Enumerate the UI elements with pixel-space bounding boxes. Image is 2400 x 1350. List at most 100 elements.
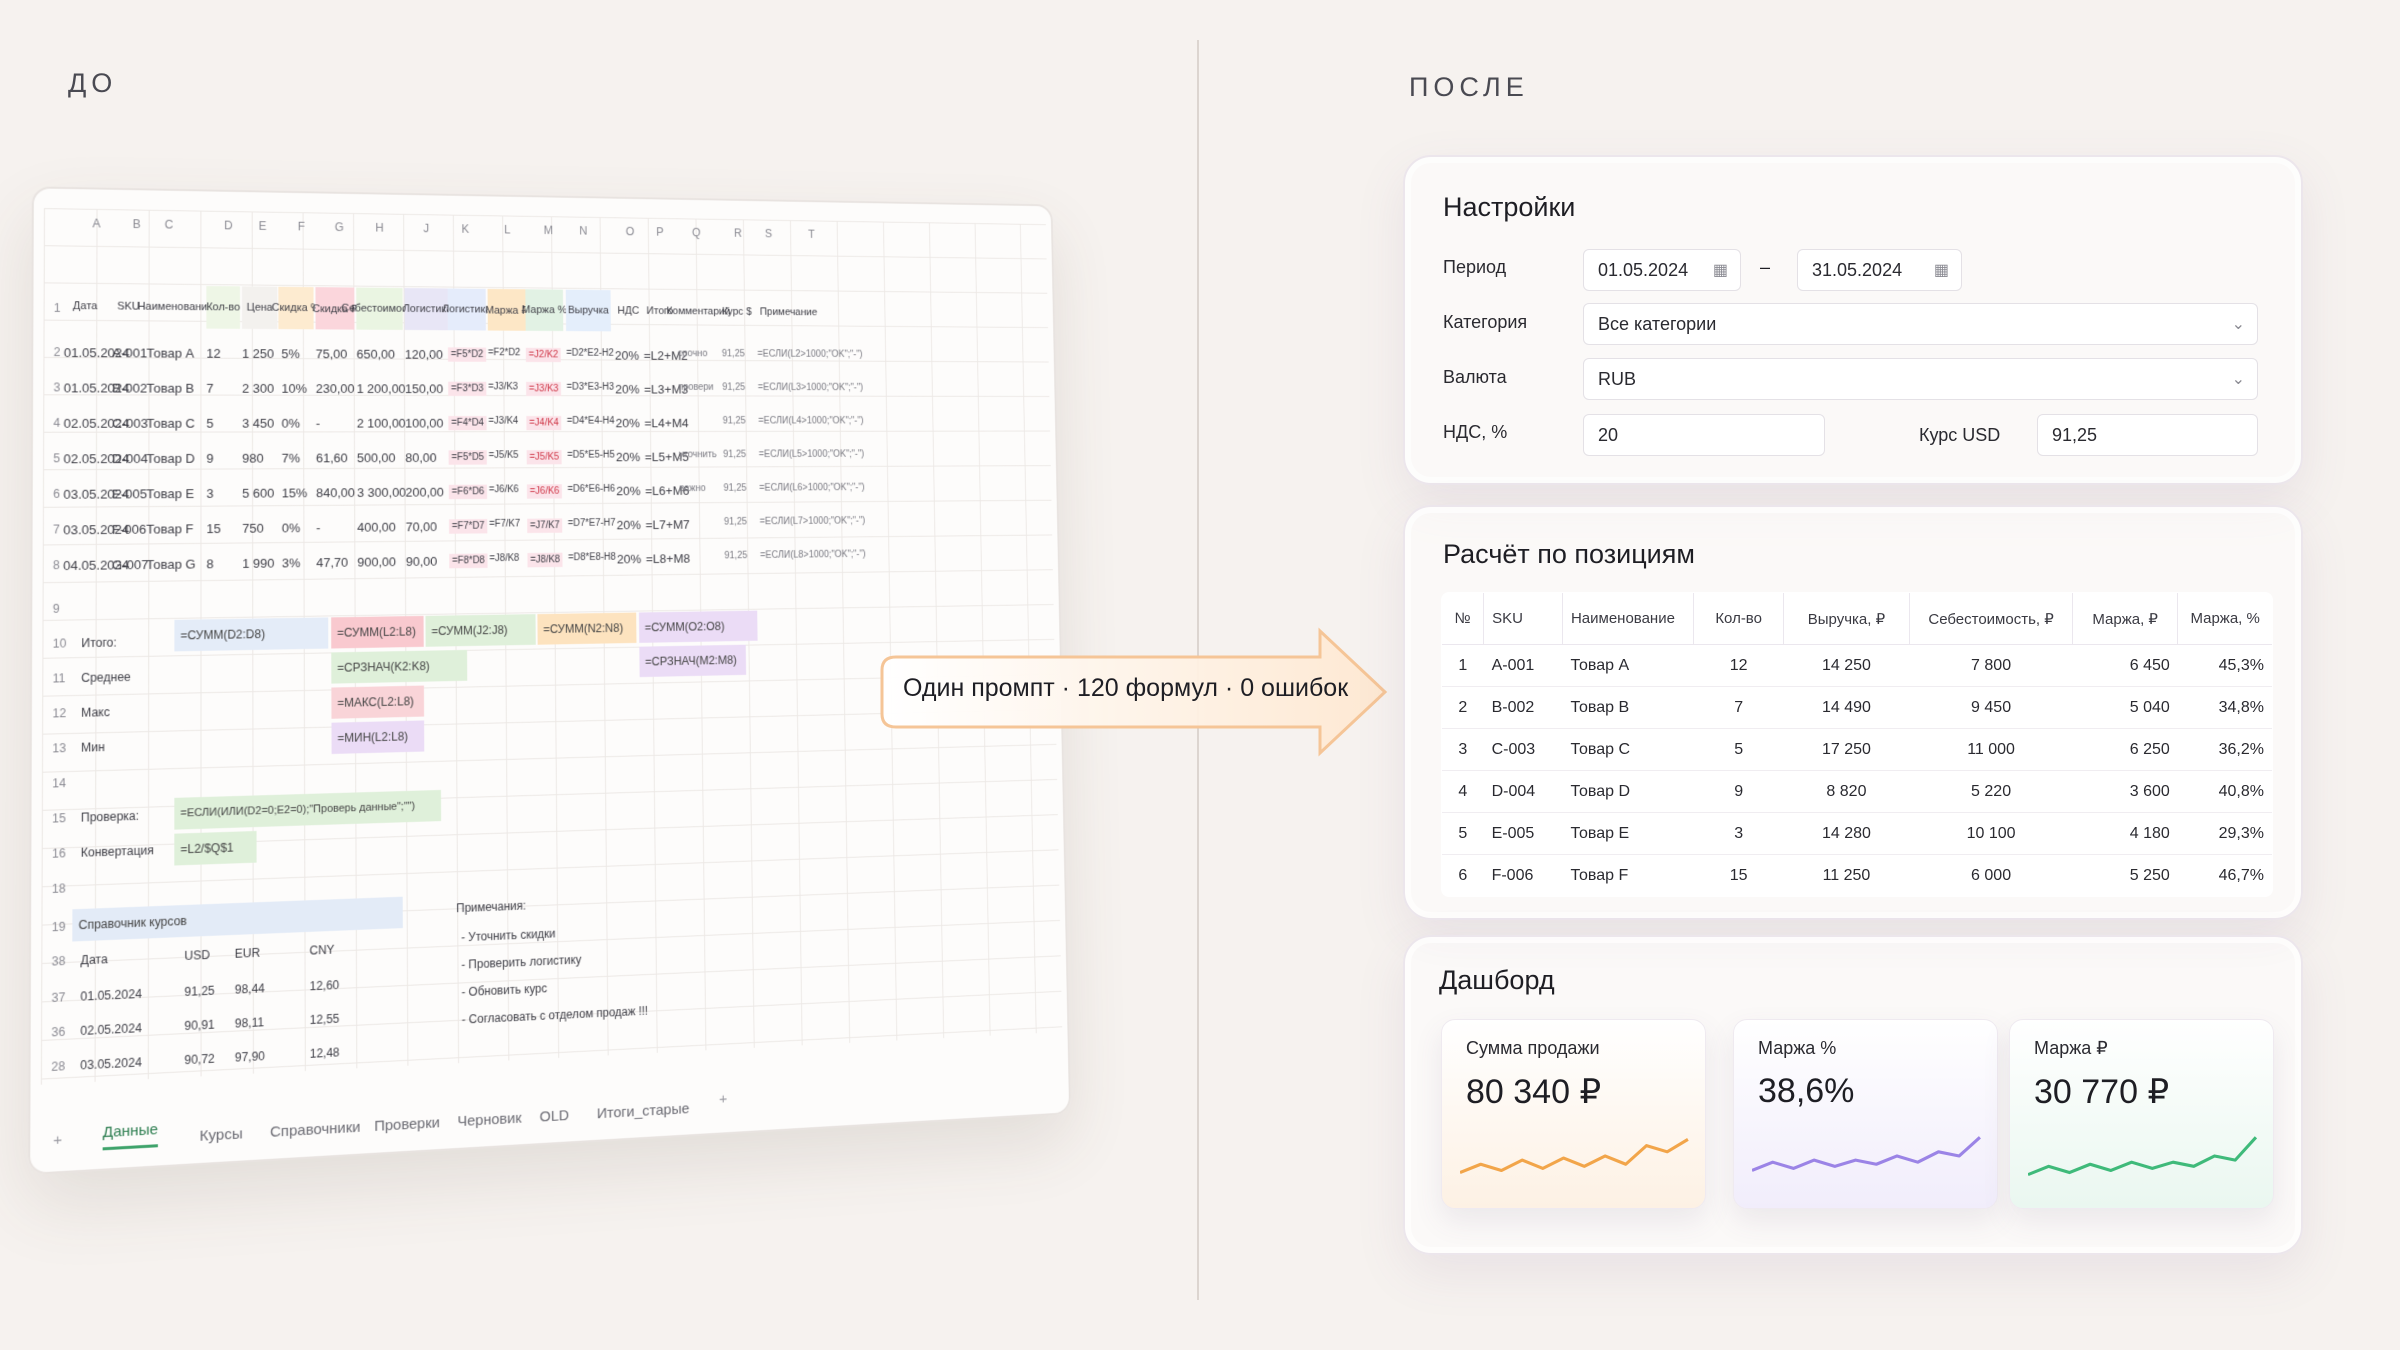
table-cell[interactable]: =J4/K4 [526, 416, 561, 430]
table-cell[interactable]: 5% [281, 346, 299, 361]
table-cell[interactable]: 91,25 [723, 450, 746, 460]
table-cell[interactable]: 7 [206, 381, 213, 396]
table-cell[interactable]: 840,00 [316, 485, 355, 500]
table-cell[interactable]: 15% [282, 486, 308, 501]
column-letter[interactable]: F [298, 220, 305, 234]
table-cell[interactable]: 5 [206, 416, 213, 431]
table-row[interactable]: 4 D-004 Товар D98 820 5 220 3 600 40,8% [1442, 771, 2273, 813]
table-cell[interactable]: 2 300 [242, 381, 274, 396]
table-cell[interactable]: 150,00 [405, 382, 443, 396]
column-letter[interactable]: O [626, 225, 635, 238]
table-cell[interactable]: 8 [206, 556, 213, 571]
column-header[interactable]: SKU [1484, 593, 1563, 645]
rate-input[interactable]: 91,25 [2037, 414, 2258, 456]
rates-cell[interactable]: 90,91 [184, 1018, 214, 1033]
table-cell[interactable]: 20% [615, 382, 639, 396]
table-cell[interactable]: срочно [678, 349, 708, 359]
kpi-card[interactable]: Сумма продажи 80 340 ₽ [1441, 1019, 1706, 1209]
table-cell[interactable]: уточнить [679, 450, 717, 460]
table-cell[interactable]: 15 [206, 521, 220, 536]
table-cell[interactable]: 0% [282, 416, 300, 431]
table-cell[interactable]: 120,00 [405, 347, 443, 361]
table-cell[interactable]: =D6*E6-H6 [567, 484, 615, 495]
table-cell[interactable]: 91,25 [723, 416, 746, 426]
formula-cell[interactable]: =СУММ(J2:J8) [425, 614, 535, 647]
table-cell[interactable]: =F7*D7 [449, 519, 488, 534]
table-cell[interactable]: =F6*D6 [449, 485, 488, 500]
column-letter[interactable]: A [92, 217, 100, 231]
add-sheet-icon[interactable]: + [719, 1091, 727, 1108]
table-cell[interactable]: =J5/K5 [489, 450, 519, 461]
column-letter[interactable]: G [335, 220, 344, 233]
table-cell[interactable]: 1 200,00 [357, 381, 406, 395]
table-cell[interactable]: =F7/K7 [489, 519, 520, 530]
rates-cell[interactable]: 90,72 [184, 1052, 214, 1068]
formula-cell[interactable]: =СРЗНАЧ(K2:K8) [331, 650, 467, 684]
table-row[interactable]: 3 C-003 Товар C 5 17 250 11 000 6 250 36,2% [1442, 729, 2273, 771]
calendar-icon[interactable]: ▦ [1713, 260, 1728, 280]
formula-cell[interactable]: =МИН(L2:L8) [331, 720, 424, 754]
formula-cell[interactable]: =СУММ(L2:L8) [331, 616, 424, 649]
table-cell[interactable]: =D7*E7-H7 [568, 518, 616, 529]
table-cell[interactable]: 200,00 [405, 485, 443, 500]
table-cell[interactable]: Товар E [146, 486, 194, 501]
table-cell[interactable]: 91,25 [724, 517, 747, 528]
formula-cell[interactable]: =СУММ(N2:N8) [537, 613, 636, 645]
rates-cell[interactable]: 98,11 [235, 1015, 264, 1030]
table-row[interactable]: 1 A-001 Товар A 12 14 250 7 800 6 450 45,3% [1442, 645, 2273, 687]
column-header[interactable]: Маржа, % [2178, 593, 2273, 645]
table-cell[interactable]: =F5*D5 [449, 450, 487, 464]
table-row[interactable]: 6 F-006 Товар F 15 11 250 6 000 5 250 46,7% [1442, 855, 2273, 897]
column-letter[interactable]: R [734, 227, 742, 240]
table-cell[interactable]: Товар A [147, 346, 195, 361]
currency-select[interactable]: RUB ⌄ [1583, 358, 2258, 400]
table-cell[interactable]: 47,70 [316, 555, 348, 570]
sheet-tab[interactable]: Итоги_старые [597, 1100, 690, 1122]
table-cell[interactable]: 900,00 [357, 554, 396, 569]
column-letter[interactable]: N [579, 224, 587, 237]
table-cell[interactable]: 500,00 [357, 451, 396, 466]
table-cell[interactable]: 20% [616, 484, 640, 498]
column-header[interactable]: № [1442, 593, 1484, 645]
table-cell[interactable]: 7% [282, 451, 300, 466]
table-cell[interactable]: =ЕСЛИ(L7>1000;"OK";"-") [760, 516, 866, 527]
table-cell[interactable]: - [680, 551, 683, 561]
column-letter[interactable]: M [544, 224, 553, 237]
table-cell[interactable]: 20% [616, 450, 640, 464]
date-to-field[interactable]: 31.05.2024 ▦ [1797, 249, 1962, 291]
table-cell[interactable]: =D8*E8-H8 [568, 552, 616, 563]
date-from-field[interactable]: 01.05.2024 ▦ [1583, 249, 1741, 291]
table-cell[interactable]: B-002 [112, 381, 147, 396]
vat-input[interactable]: 20 [1583, 414, 1825, 456]
table-cell[interactable]: - [680, 517, 683, 527]
rates-cell[interactable]: 97,90 [235, 1049, 265, 1065]
table-cell[interactable]: 80,00 [405, 450, 436, 464]
column-letter[interactable]: H [375, 221, 383, 234]
sheet-tab[interactable]: Курсы [200, 1125, 243, 1145]
table-cell[interactable]: =ЕСЛИ(L8>1000;"OK";"-") [760, 549, 866, 560]
table-cell[interactable]: =ЕСЛИ(L3>1000;"OK";"-") [758, 383, 863, 393]
table-cell[interactable]: =F4*D4 [448, 416, 486, 430]
table-cell[interactable]: Товар F [146, 521, 193, 536]
table-cell[interactable]: 1 990 [242, 556, 274, 571]
sheet-tab[interactable]: Проверки [374, 1114, 440, 1135]
formula-cell[interactable]: =L2/$Q$1 [174, 831, 256, 866]
table-cell[interactable]: =J3/K4 [488, 416, 518, 426]
table-cell[interactable]: =L7+M7 [645, 517, 689, 532]
formula-cell[interactable]: =МАКС(L2:L8) [331, 686, 424, 719]
table-cell[interactable]: =L4+M4 [644, 416, 688, 430]
table-cell[interactable]: 91,25 [722, 382, 745, 392]
column-letter[interactable]: J [423, 222, 429, 235]
column-header[interactable]: Выручка, ₽ [1783, 593, 1909, 645]
table-cell[interactable]: =F5*D2 [448, 347, 486, 361]
table-cell[interactable]: 1 250 [242, 346, 274, 361]
table-row[interactable]: 2 B-002 Товар B 7 14 490 9 450 5 040 34,8% [1442, 687, 2273, 729]
rates-cell[interactable]: 91,25 [184, 984, 214, 999]
column-letter[interactable]: Q [692, 226, 701, 239]
table-cell[interactable]: Товар C [146, 416, 194, 431]
sheet-tab[interactable]: Справочники [270, 1119, 360, 1141]
formula-cell[interactable]: =СУММ(D2:D8) [174, 617, 328, 651]
rates-cell[interactable]: 98,44 [235, 981, 265, 996]
table-cell[interactable]: - [679, 416, 682, 426]
table-cell[interactable]: 61,60 [316, 451, 348, 466]
